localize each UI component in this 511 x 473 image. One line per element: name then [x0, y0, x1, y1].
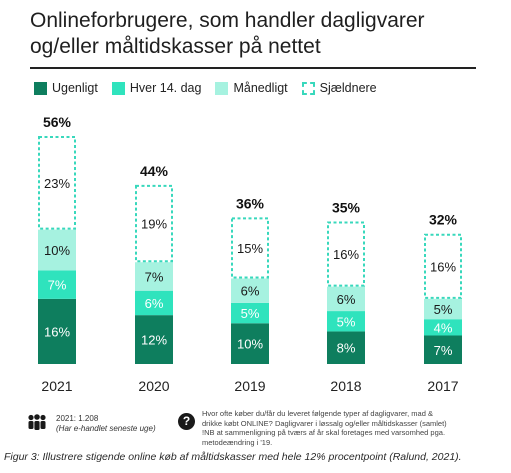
legend-swatch-biweekly [111, 81, 125, 95]
bar-segment-weekly-2019 [231, 323, 269, 364]
bar-segment-biweekly-2020 [135, 290, 173, 316]
question-line: !NB at sammenligning på tværs af år skal… [202, 428, 446, 437]
stacked-bar-chart: 16% 7% 10% 23% 56% 2021 12% 6% 7% 19% 44% 2020 10% 5%… [38, 114, 462, 394]
segment-label-weekly-2020: 12% [141, 333, 167, 348]
people-icon [28, 414, 46, 430]
segment-label-rarely-2019: 15% [237, 241, 263, 256]
segment-label-weekly-2021: 16% [44, 324, 70, 339]
bar-segment-rarely-2018 [327, 221, 365, 287]
footer-sample: 2021: 1.208 (Har e-handlet seneste uge) [26, 414, 156, 434]
segment-label-weekly-2019: 10% [237, 337, 263, 352]
segment-label-biweekly-2021: 7% [48, 278, 67, 293]
legend-label-weekly: Ugenligt [52, 81, 98, 95]
total-label-2021: 56% [43, 114, 72, 130]
bar-segment-monthly-2019 [231, 278, 269, 303]
total-label-2018: 35% [332, 200, 361, 216]
segment-label-rarely-2020: 19% [141, 217, 167, 232]
chart-card: Onlineforbrugere, som handler dagligvare… [4, 0, 507, 449]
figure-caption: Figur 3: Illustrere stigende online køb … [4, 451, 462, 463]
bar-segment-monthly-2018 [327, 286, 365, 312]
segment-label-weekly-2018: 8% [337, 341, 356, 356]
total-label-2017: 32% [429, 212, 458, 228]
legend: Ugenligt Hver 14. dag Månedligt Sjældner… [34, 79, 391, 97]
category-label-2017: 2017 [427, 378, 458, 394]
segment-label-monthly-2020: 7% [145, 269, 164, 284]
total-label-2020: 44% [140, 163, 169, 179]
legend-label-monthly: Månedligt [233, 81, 288, 95]
question-line: drikke købt ONLINE? Dagligvarer i løssal… [202, 418, 447, 428]
category-label-2021: 2021 [41, 378, 72, 394]
segment-label-monthly-2017: 5% [434, 302, 453, 317]
bar-segment-monthly-2020 [135, 262, 173, 291]
bar-segment-biweekly-2021 [38, 270, 76, 299]
bar-segment-weekly-2018 [327, 331, 365, 364]
category-label-2019: 2019 [234, 378, 265, 394]
segment-label-rarely-2018: 16% [333, 247, 359, 262]
category-label-2020: 2020 [138, 378, 169, 394]
question-line: metodeændring i '19. [202, 437, 273, 447]
bar-segment-rarely-2019 [231, 217, 269, 279]
legend-item-weekly: Ugenligt [34, 81, 98, 95]
segment-label-rarely-2021: 23% [44, 176, 70, 191]
segment-label-monthly-2019: 6% [241, 284, 260, 299]
question-line: Hvor ofte køber du/får du leveret følgen… [202, 409, 433, 418]
footer-question: ? Hvor ofte køber du/får du leveret følg… [178, 409, 496, 447]
legend-item-biweekly: Hver 14. dag [111, 81, 202, 95]
segment-label-biweekly-2019: 5% [241, 306, 260, 321]
segment-label-monthly-2018: 6% [337, 292, 356, 307]
segment-label-biweekly-2018: 5% [337, 314, 356, 329]
bar-segment-weekly-2021 [38, 298, 76, 364]
bar-segment-weekly-2020 [135, 315, 173, 364]
bar-segment-rarely-2017 [424, 233, 462, 299]
segment-label-biweekly-2020: 6% [145, 296, 164, 311]
bar-segment-biweekly-2018 [327, 311, 365, 332]
legend-label-rarely: Sjældnere [319, 81, 377, 95]
legend-item-rarely: Sjældnere [301, 81, 377, 95]
title-divider [30, 67, 476, 69]
segment-label-weekly-2017: 7% [434, 343, 453, 358]
legend-label-biweekly: Hver 14. dag [129, 81, 202, 95]
bar-segment-rarely-2020 [135, 184, 173, 263]
bar-segment-biweekly-2017 [424, 319, 462, 336]
sample-size: 2021: 1.208 [56, 414, 99, 423]
total-label-2019: 36% [236, 195, 265, 211]
bar-segment-biweekly-2019 [231, 302, 269, 324]
bar-segment-weekly-2017 [424, 335, 462, 364]
bar-segment-monthly-2021 [38, 229, 76, 271]
category-label-2018: 2018 [330, 378, 361, 394]
legend-swatch-rarely [301, 81, 315, 95]
question-icon: ? [178, 413, 195, 430]
legend-swatch-monthly [215, 81, 229, 95]
segment-label-biweekly-2017: 4% [434, 320, 453, 335]
legend-item-monthly: Månedligt [215, 81, 288, 95]
legend-swatch-weekly [34, 81, 47, 95]
segment-label-monthly-2021: 10% [44, 243, 70, 258]
bar-segment-monthly-2017 [424, 298, 462, 320]
chart-title: Onlineforbrugere, som handler dagligvare… [30, 9, 425, 58]
segment-label-rarely-2017: 16% [430, 259, 456, 274]
bar-segment-rarely-2021 [38, 136, 76, 230]
sample-note: (Har e-handlet seneste uge) [56, 424, 156, 433]
